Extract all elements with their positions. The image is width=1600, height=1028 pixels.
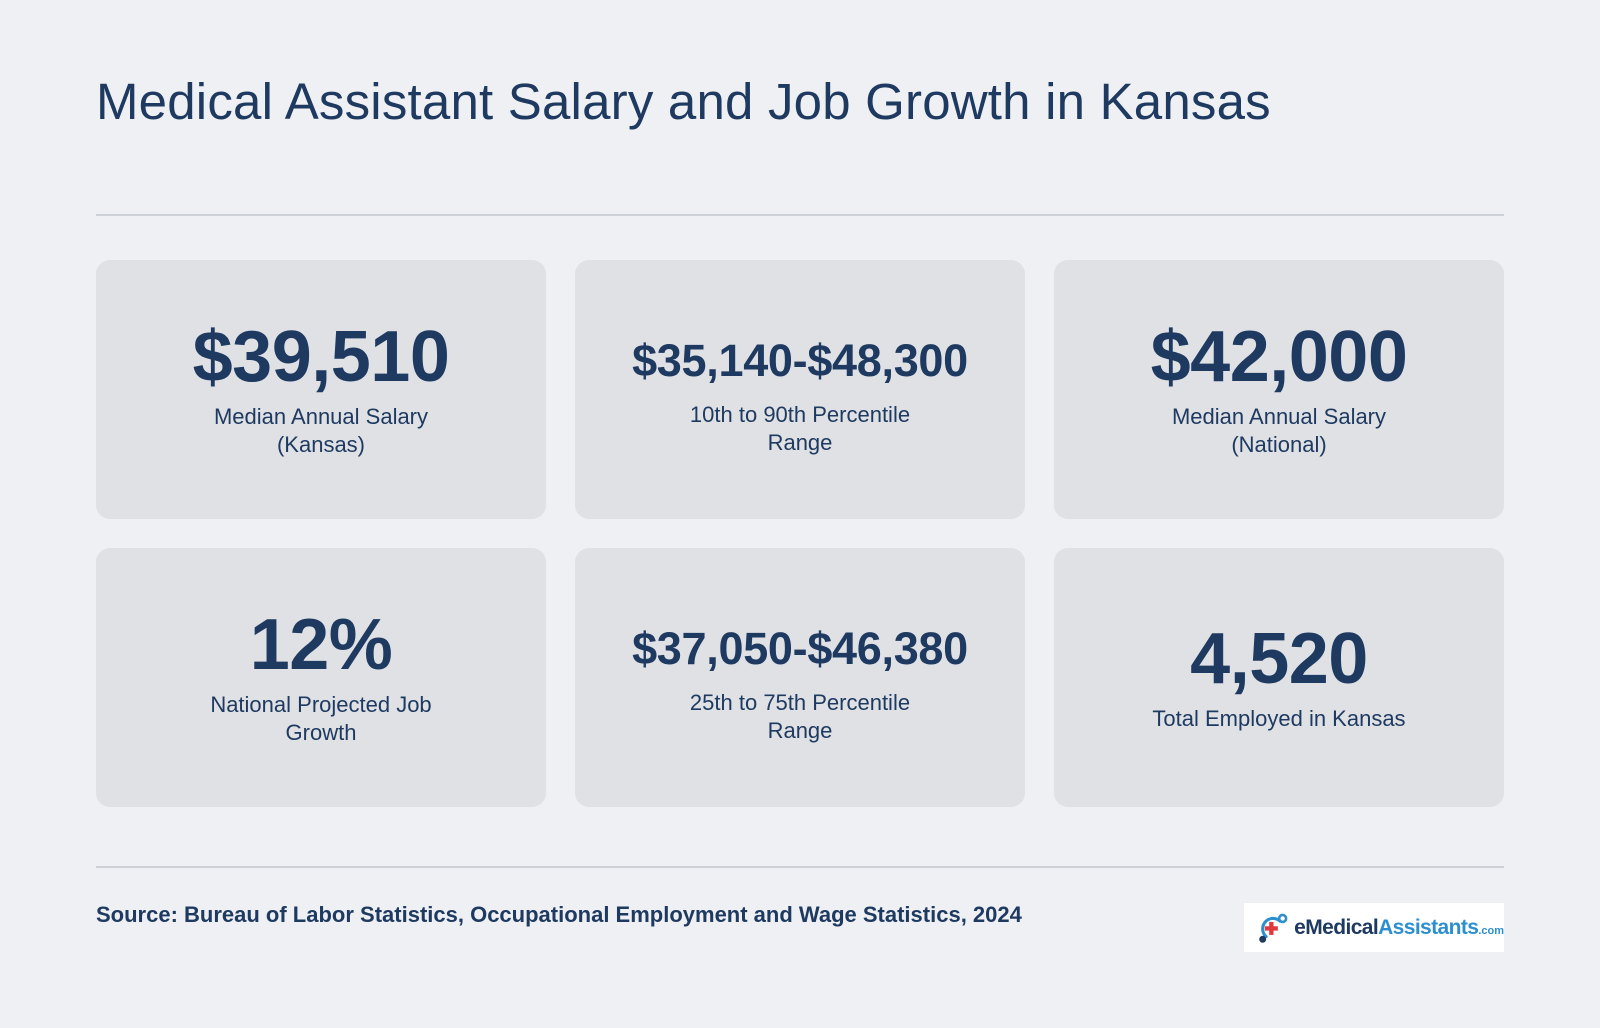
stat-label: Median Annual Salary (Kansas) xyxy=(213,403,429,457)
stat-label: 10th to 90th Percentile Range xyxy=(689,402,911,455)
stat-card-total-employed: 4,520 Total Employed in Kansas xyxy=(1054,548,1504,807)
stat-card-25-75-percentile: $37,050-$46,380 25th to 75th Percentile … xyxy=(575,548,1025,807)
stat-card-job-growth: 12% National Projected Job Growth xyxy=(96,548,546,807)
source-citation: Source: Bureau of Labor Statistics, Occu… xyxy=(96,902,1022,927)
stat-value: $39,510 xyxy=(192,316,450,397)
stat-card-median-salary-kansas: $39,510 Median Annual Salary (Kansas) xyxy=(96,260,546,519)
stat-label: Total Employed in Kansas xyxy=(1152,705,1406,731)
logo-suffix: .com xyxy=(1478,924,1504,937)
medical-cross-icon xyxy=(1259,913,1288,943)
stat-value: 4,520 xyxy=(1190,618,1368,699)
stat-label: National Projected Job Growth xyxy=(210,691,432,745)
stats-grid: $39,510 Median Annual Salary (Kansas) $3… xyxy=(96,260,1504,807)
stat-value: $35,140-$48,300 xyxy=(632,335,968,386)
bottom-divider xyxy=(96,866,1504,868)
logo-medical: Medical xyxy=(1305,915,1379,939)
stat-label: Median Annual Salary (National) xyxy=(1171,403,1387,457)
stat-value: 12% xyxy=(249,604,393,685)
brand-logo: eMedicalAssistants.com xyxy=(1244,903,1504,952)
logo-assistants: Assistants xyxy=(1378,915,1479,939)
stat-value: $37,050-$46,380 xyxy=(632,623,968,674)
page-title: Medical Assistant Salary and Job Growth … xyxy=(96,73,1271,130)
stat-value: $42,000 xyxy=(1150,316,1408,397)
stat-card-median-salary-national: $42,000 Median Annual Salary (National) xyxy=(1054,260,1504,519)
stat-label: 25th to 75th Percentile Range xyxy=(689,690,911,743)
logo-prefix: e xyxy=(1294,915,1306,939)
logo-wordmark: eMedicalAssistants.com xyxy=(1294,916,1504,940)
stat-card-10-90-percentile: $35,140-$48,300 10th to 90th Percentile … xyxy=(575,260,1025,519)
top-divider xyxy=(96,214,1504,216)
